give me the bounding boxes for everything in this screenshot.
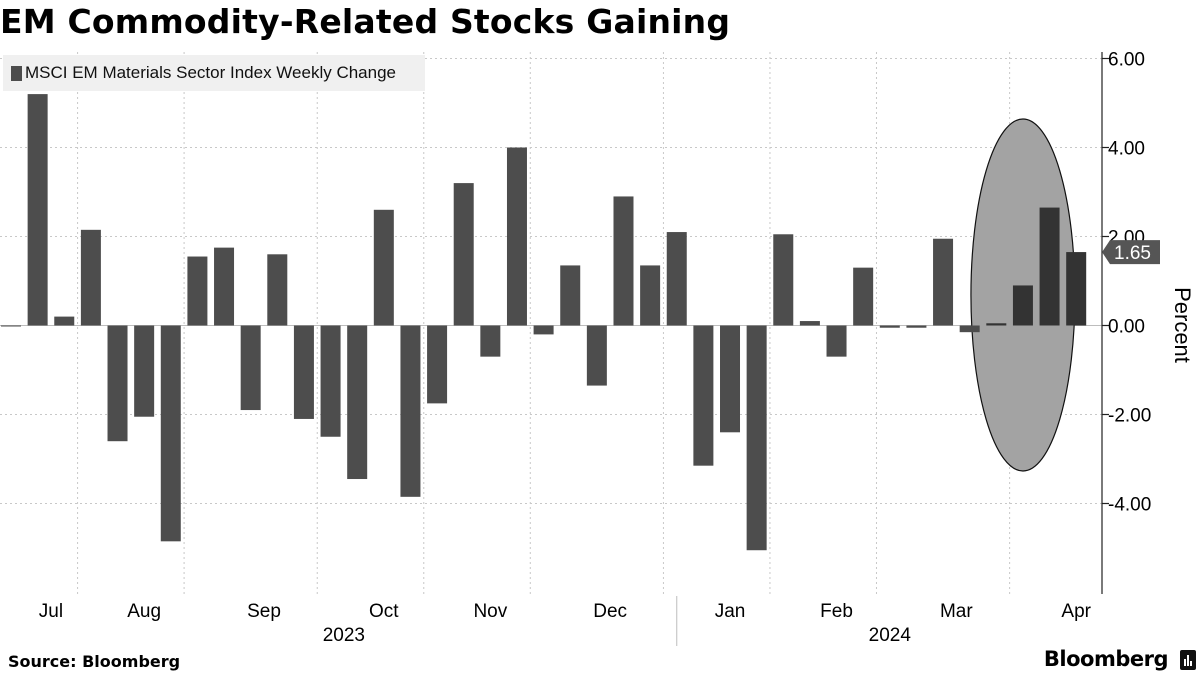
bar [347,325,368,480]
bar [80,229,101,326]
bar [853,267,874,326]
bloomberg-terminal-icon [1180,650,1196,670]
bar [506,147,527,326]
bar [1039,207,1060,326]
bar [1066,252,1087,326]
bar [320,325,341,437]
bar [986,323,1007,326]
bar [373,209,394,326]
last-value-tag [1102,240,1160,265]
bar [1012,285,1033,326]
x-tick-label: Jan [715,601,746,622]
bar [560,265,581,326]
bar [187,256,208,326]
source-note: Source: Bloomberg [8,652,181,671]
bar [799,321,820,326]
bar [134,325,155,417]
year-label: 2024 [869,625,912,646]
bar [293,325,314,419]
bar [879,325,900,328]
bar [746,325,767,551]
bar [959,325,980,333]
y-tick-label: -2.00 [1108,406,1151,427]
bar [613,196,634,326]
x-tick-label: Oct [369,601,399,622]
legend-label: MSCI EM Materials Sector Index Weekly Ch… [25,63,396,82]
bar [107,325,128,442]
last-value-label: 1.65 [1114,243,1151,264]
bar [480,325,501,357]
x-tick-label: Sep [247,601,281,622]
bar [533,325,554,335]
y-axis-title: Percent [1170,287,1195,363]
x-tick-label: Nov [473,601,507,622]
bar [453,183,474,326]
y-tick-label: -4.00 [1108,495,1151,516]
legend: MSCI EM Materials Sector Index Weekly Ch… [3,55,425,91]
bar [160,325,181,542]
bar [27,94,48,326]
bar [773,234,794,326]
y-tick-label: 6.00 [1108,50,1145,71]
bar [400,325,421,497]
bar [240,325,261,411]
bar [267,254,288,326]
bar [586,325,607,386]
bar [640,265,661,326]
bar [666,232,687,326]
bar [826,325,847,357]
x-tick-label: Aug [127,601,161,622]
chart-title: EM Commodity-Related Stocks Gaining [0,2,731,41]
bar [1,325,21,327]
bar [214,247,235,326]
bar [54,316,75,326]
bloomberg-logo: Bloomberg [1043,647,1169,671]
bar [693,325,714,466]
x-tick-label: Mar [940,601,973,622]
bar [933,238,954,326]
x-tick-label: Dec [593,601,627,622]
y-tick-label: 0.00 [1108,317,1145,338]
x-tick-label: Apr [1061,601,1091,622]
year-label: 2023 [323,625,365,646]
bar [720,325,741,433]
bar [906,325,927,328]
legend-swatch [11,65,22,81]
y-tick-label: 4.00 [1108,139,1145,160]
x-tick-label: Feb [820,601,853,622]
x-tick-label: Jul [39,601,63,622]
bar [427,325,448,404]
